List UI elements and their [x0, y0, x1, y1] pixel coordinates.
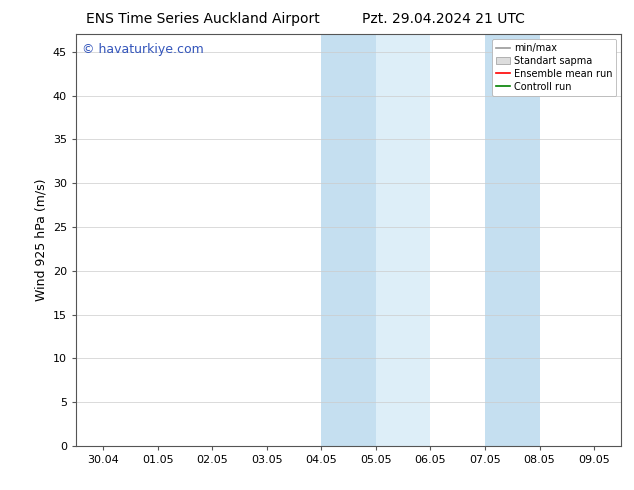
Bar — [376, 34, 430, 446]
Bar — [321, 34, 376, 446]
Legend: min/max, Standart sapma, Ensemble mean run, Controll run: min/max, Standart sapma, Ensemble mean r… — [492, 39, 616, 96]
Bar — [485, 34, 540, 446]
Text: © havaturkiye.com: © havaturkiye.com — [82, 43, 204, 55]
Text: ENS Time Series Auckland Airport: ENS Time Series Auckland Airport — [86, 12, 320, 26]
Text: Pzt. 29.04.2024 21 UTC: Pzt. 29.04.2024 21 UTC — [363, 12, 525, 26]
Y-axis label: Wind 925 hPa (m/s): Wind 925 hPa (m/s) — [34, 179, 48, 301]
